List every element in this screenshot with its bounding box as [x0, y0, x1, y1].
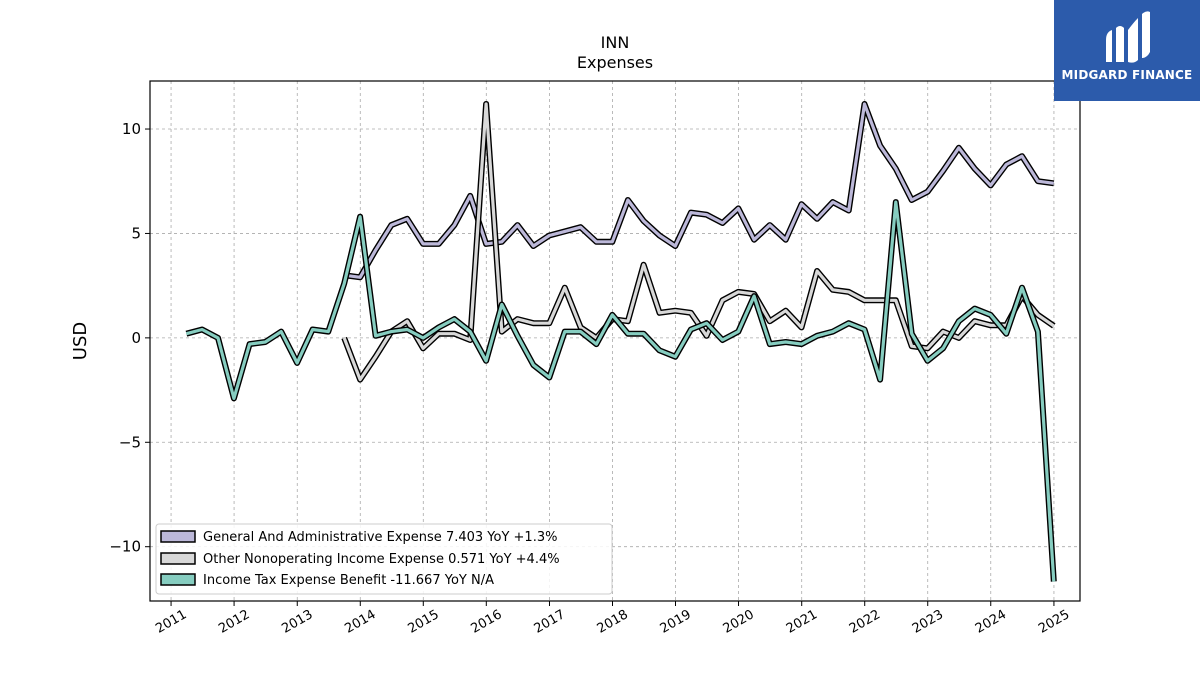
y-tick-label: −10 — [109, 538, 141, 556]
plot-area — [185, 101, 1057, 582]
legend-label-tax: Income Tax Expense Benefit -11.667 YoY N… — [203, 573, 494, 588]
x-tick-label: 2015 — [405, 607, 441, 637]
x-tick-label: 2021 — [784, 607, 820, 637]
legend-label-nonop: Other Nonoperating Income Expense 0.571 … — [203, 552, 560, 567]
x-tick-label: 2025 — [1036, 607, 1072, 637]
x-axis: 2011 2012 2013 2014 2015 2016 2017 2018 2019 2020… — [153, 601, 1072, 637]
x-tick-label: 2020 — [721, 607, 757, 637]
x-tick-label: 2016 — [468, 607, 504, 637]
series-outline-0 — [343, 101, 1055, 281]
legend-swatch-nonop — [160, 552, 196, 565]
y-axis-label: USD — [70, 322, 91, 360]
legend: General And Administrative Expense 7.403… — [155, 523, 613, 595]
x-tick-label: 2023 — [910, 607, 946, 637]
y-tick-label: 10 — [122, 120, 141, 138]
legend-swatch-ga — [160, 530, 196, 543]
x-tick-label: 2011 — [153, 607, 189, 637]
series-line-0 — [343, 102, 1055, 279]
x-tick-label: 2024 — [973, 607, 1009, 637]
chart-title: INN — [601, 33, 630, 52]
x-tick-label: 2017 — [532, 607, 568, 637]
brand-name: MIDGARD FINANCE — [1061, 68, 1193, 82]
series-line-2 — [185, 200, 1056, 582]
grid — [150, 81, 1080, 601]
x-tick-label: 2012 — [216, 607, 252, 637]
plot-frame — [149, 80, 1081, 602]
legend-swatch-tax — [160, 573, 196, 586]
chart-subtitle: Expenses — [577, 53, 653, 72]
y-tick-label: −5 — [119, 433, 141, 451]
legend-label-ga: General And Administrative Expense 7.403… — [203, 530, 557, 545]
y-axis: −10 −5 0 5 10 — [109, 120, 150, 556]
legend-box — [155, 523, 613, 595]
x-tick-label: 2018 — [595, 607, 631, 637]
brand-logo: MIDGARD FINANCE — [1054, 0, 1200, 101]
x-tick-label: 2013 — [279, 607, 315, 637]
x-tick-label: 2022 — [847, 607, 883, 637]
x-tick-label: 2019 — [658, 607, 694, 637]
y-tick-label: 0 — [131, 329, 141, 347]
y-tick-label: 5 — [131, 224, 141, 242]
brand-mark-icon — [1106, 11, 1150, 63]
x-tick-label: 2014 — [342, 607, 378, 637]
